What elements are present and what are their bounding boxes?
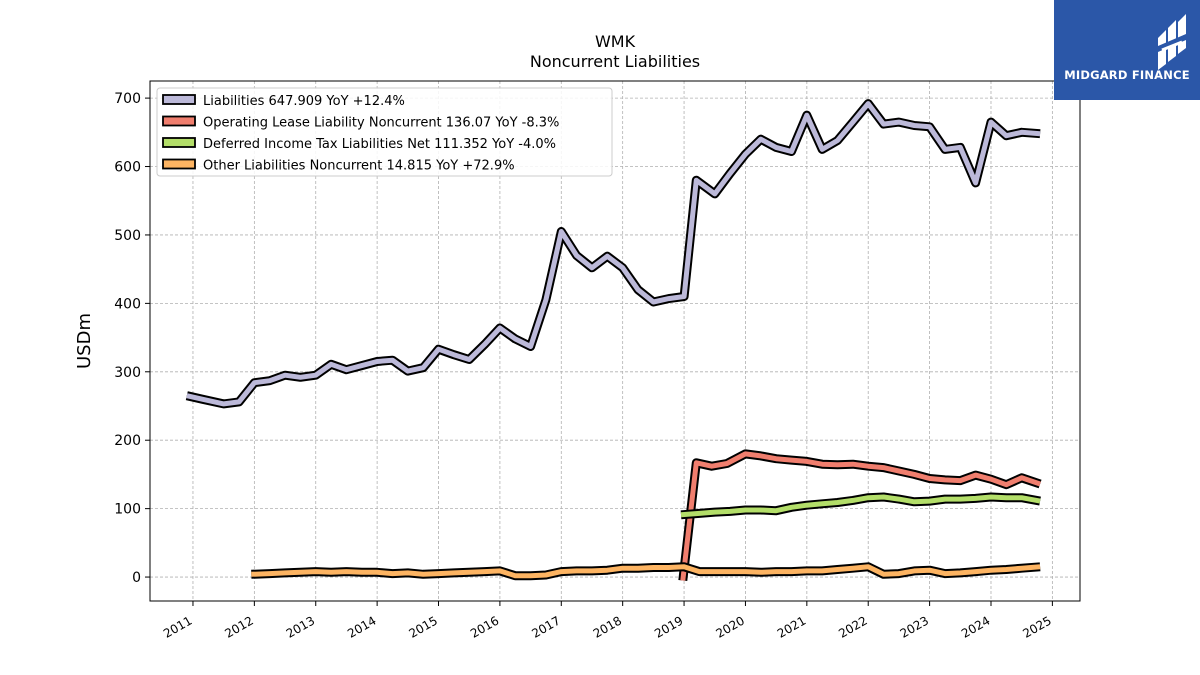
legend-label: Liabilities 647.909 YoY +12.4% xyxy=(203,94,405,109)
plot-frame xyxy=(149,80,1081,602)
legend-label: Operating Lease Liability Noncurrent 136… xyxy=(203,116,559,131)
x-tick-label: 2020 xyxy=(713,613,746,640)
x-tick-label: 2016 xyxy=(468,613,501,640)
y-tick-label: 0 xyxy=(132,570,141,586)
x-tick-label: 2015 xyxy=(407,613,440,640)
y-tick-label: 300 xyxy=(114,365,141,381)
legend-swatch xyxy=(162,158,196,170)
x-tick-label: 2021 xyxy=(775,613,808,640)
midgard-logo-icon xyxy=(1158,14,1186,70)
legend-label: Deferred Income Tax Liabilities Net 111.… xyxy=(203,137,556,152)
series-line xyxy=(186,101,1041,407)
y-axis-label: USDm xyxy=(74,313,95,369)
series-line xyxy=(680,451,1041,581)
legend-box xyxy=(156,87,613,177)
series-line xyxy=(251,564,1041,579)
brand-name: MIDGARD FINANCE xyxy=(1064,68,1190,82)
y-tick-label: 100 xyxy=(114,502,141,518)
y-tick-label: 600 xyxy=(114,160,141,176)
x-tick-label: 2024 xyxy=(959,613,992,640)
series-line xyxy=(680,494,1041,518)
legend-swatch xyxy=(162,94,196,105)
y-tick-label: 500 xyxy=(114,228,141,244)
legend: Liabilities 647.909 YoY +12.4% Operating … xyxy=(156,87,613,177)
legend-label: Other Liabilities Noncurrent 14.815 YoY … xyxy=(203,159,515,174)
x-tick-label: 2017 xyxy=(529,613,562,640)
legend-swatch xyxy=(162,115,196,127)
x-tick-label: 2025 xyxy=(1020,613,1053,640)
legend-swatch xyxy=(162,137,196,148)
y-tick-label: 400 xyxy=(114,296,141,312)
y-tick-label: 200 xyxy=(114,433,141,449)
series-lines xyxy=(185,99,1042,582)
x-tick-label: 2012 xyxy=(222,613,255,640)
series-line-outline xyxy=(678,449,1042,582)
x-tick-label: 2011 xyxy=(161,613,194,640)
brand-logo: MIDGARD FINANCE xyxy=(1054,0,1200,100)
x-tick-label: 2022 xyxy=(836,613,869,640)
chart-subtitle: Noncurrent Liabilities xyxy=(530,52,700,71)
chart-title: WMK xyxy=(595,32,636,51)
x-tick-label: 2019 xyxy=(652,613,685,640)
x-tick-label: 2013 xyxy=(284,613,317,640)
x-tick-label: 2014 xyxy=(345,613,378,640)
x-tick-label: 2018 xyxy=(591,613,624,640)
x-tick-label: 2023 xyxy=(898,613,931,640)
y-tick-label: 700 xyxy=(114,91,141,107)
